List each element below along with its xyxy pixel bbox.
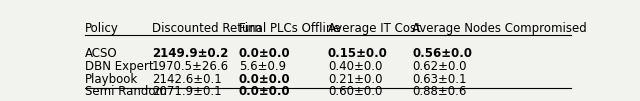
Text: Average IT Cost: Average IT Cost [328,22,421,35]
Text: 5.6±0.9: 5.6±0.9 [239,60,286,73]
Text: 0.0±0.0: 0.0±0.0 [239,73,291,86]
Text: 0.60±0.0: 0.60±0.0 [328,85,382,98]
Text: 2071.9±0.1: 2071.9±0.1 [152,85,221,98]
Text: 0.63±0.1: 0.63±0.1 [412,73,467,86]
Text: 0.0±0.0: 0.0±0.0 [239,47,291,60]
Text: 0.15±0.0: 0.15±0.0 [328,47,388,60]
Text: Policy: Policy [85,22,119,35]
Text: DBN Expert: DBN Expert [85,60,154,73]
Text: 0.56±0.0: 0.56±0.0 [412,47,472,60]
Text: Playbook: Playbook [85,73,138,86]
Text: 2149.9±0.2: 2149.9±0.2 [152,47,228,60]
Text: 2142.6±0.1: 2142.6±0.1 [152,73,221,86]
Text: 1970.5±26.6: 1970.5±26.6 [152,60,229,73]
Text: 0.62±0.0: 0.62±0.0 [412,60,467,73]
Text: Final PLCs Offline: Final PLCs Offline [239,22,340,35]
Text: 0.0±0.0: 0.0±0.0 [239,85,291,98]
Text: 0.40±0.0: 0.40±0.0 [328,60,382,73]
Text: 0.88±0.6: 0.88±0.6 [412,85,467,98]
Text: 0.21±0.0: 0.21±0.0 [328,73,383,86]
Text: Discounted Return: Discounted Return [152,22,262,35]
Text: Semi Random: Semi Random [85,85,167,98]
Text: ACSO: ACSO [85,47,118,60]
Text: Average Nodes Compromised: Average Nodes Compromised [412,22,587,35]
